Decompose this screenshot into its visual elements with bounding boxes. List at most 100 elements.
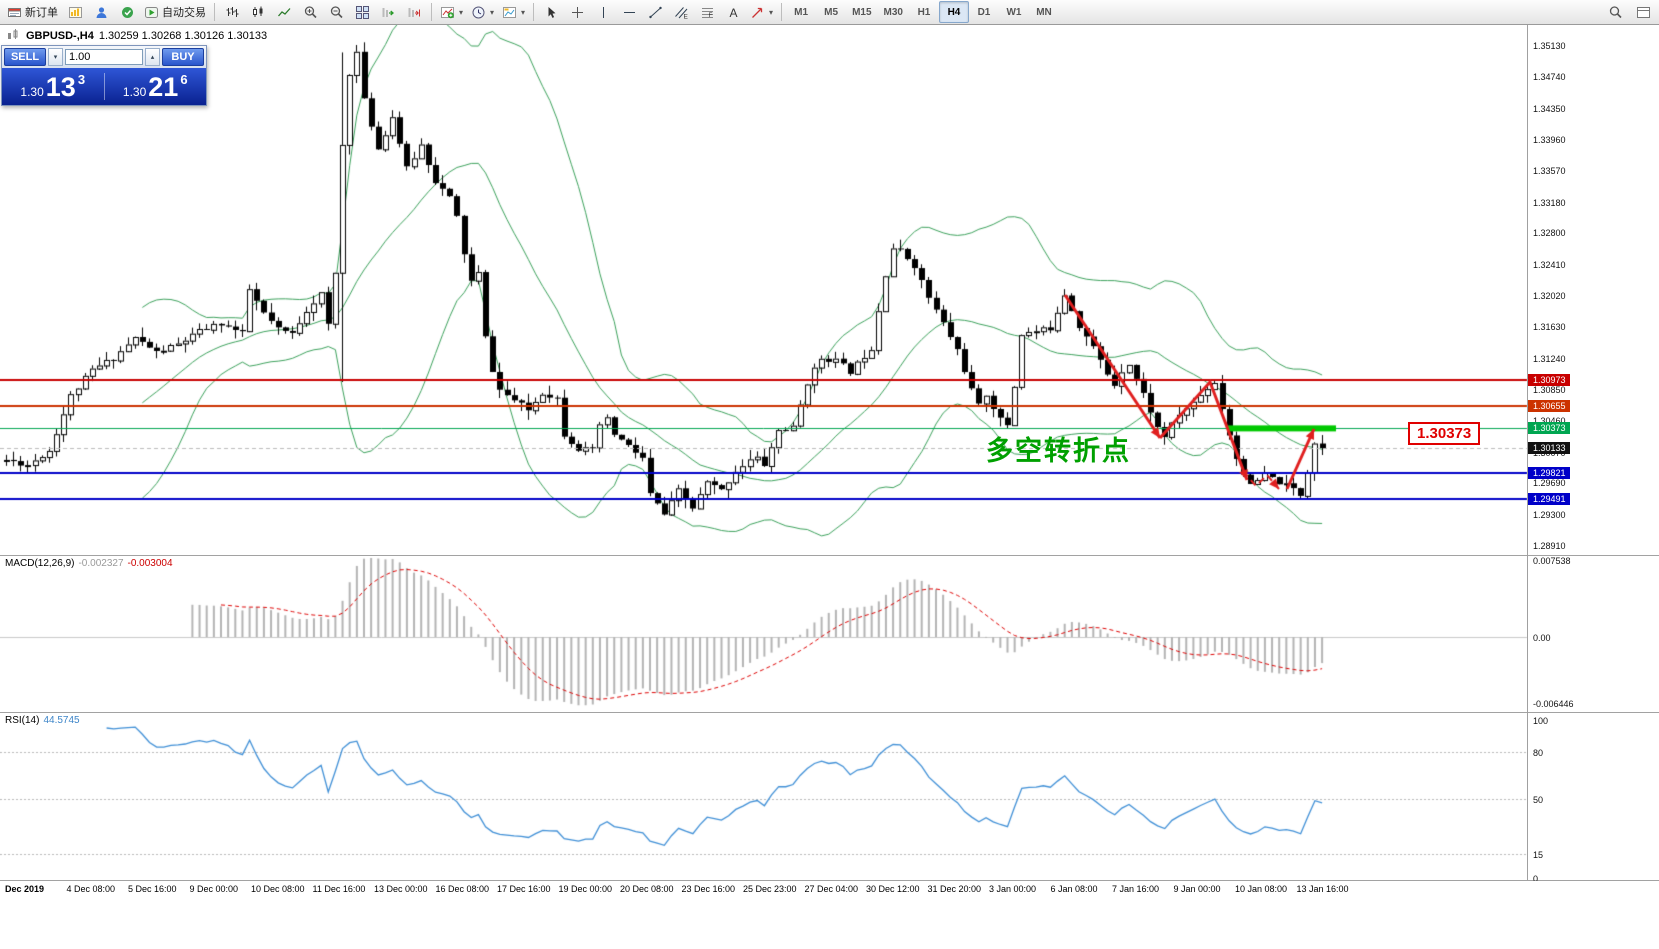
macd-scale-tick: -0.006446 [1533, 698, 1574, 709]
lot-size-input[interactable] [65, 49, 143, 65]
buy-price-display[interactable]: 1.30 21 6 [105, 68, 207, 105]
trendline-tool-button[interactable] [642, 1, 668, 23]
indicators-icon [440, 5, 455, 20]
fibo-icon: F [700, 5, 715, 20]
zoom-out-button[interactable] [323, 1, 349, 23]
price-tick: 1.28910 [1533, 541, 1566, 551]
sell-price-big: 13 [45, 72, 76, 102]
indicators-button[interactable]: ▾ [436, 1, 467, 23]
lot-increase-button[interactable]: ▴ [145, 48, 160, 66]
lot-decrease-button[interactable]: ▾ [48, 48, 63, 66]
timeframe-m30[interactable]: M30 [883, 6, 903, 18]
timeframe-m15[interactable]: M15 [852, 6, 872, 18]
tile-windows-button[interactable] [349, 1, 375, 23]
price-level-badge: 1.29821 [1528, 466, 1570, 479]
timeframe-h1[interactable]: H1 [917, 6, 931, 18]
price-tick: 1.32020 [1533, 291, 1566, 301]
timeframe-d1[interactable]: D1 [977, 6, 991, 18]
rsi-name: RSI(14) [5, 715, 40, 726]
line-type-icon [277, 5, 292, 20]
price-tick: 1.33960 [1533, 135, 1566, 146]
new-chart-icon [68, 5, 83, 20]
zoom-out-icon [329, 5, 344, 20]
vertical-line-tool-button[interactable] [590, 1, 616, 23]
new-chart-button[interactable] [62, 1, 88, 23]
rsi-scale-tick: 50 [1533, 795, 1544, 805]
trendline-icon [648, 5, 663, 20]
zoom-in-button[interactable] [297, 1, 323, 23]
horizontal-line-tool-button[interactable] [616, 1, 642, 23]
price-divider [103, 73, 105, 100]
time-tick-label: 7 Jan 16:00 [1112, 884, 1160, 894]
time-axis[interactable]: Dec 2019 4 Dec 08:00 5 Dec 16:00 9 Dec 00:0… [0, 881, 1659, 949]
time-tick-label: 20 Dec 08:00 [620, 884, 674, 894]
toolbar-separator [431, 3, 432, 21]
text-tool-button[interactable]: A [720, 1, 746, 23]
rsi-panel-canvas[interactable] [0, 712, 1659, 880]
chart-symbol-period: GBPUSD-,H4 [26, 29, 94, 42]
dropdown-caret-icon: ▾ [521, 7, 526, 17]
periods-button[interactable]: ▾ [467, 1, 498, 23]
cursor-tool-button[interactable] [538, 1, 564, 23]
dropdown-caret-icon: ▾ [459, 7, 464, 17]
main-chart-canvas[interactable] [0, 25, 1659, 555]
metaeditor-button[interactable] [114, 1, 140, 23]
svg-text:E: E [683, 13, 688, 20]
timeframe-h4[interactable]: H4 [938, 1, 969, 23]
candles-chart-button[interactable] [245, 1, 271, 23]
svg-text:F: F [708, 12, 712, 19]
price-level-badge: 1.30973 [1528, 374, 1570, 387]
autotrading-icon [144, 5, 159, 20]
toolbar-separator [214, 3, 215, 21]
channel-tool-button[interactable]: E [668, 1, 694, 23]
line-chart-button[interactable] [271, 1, 297, 23]
buy-button[interactable]: BUY [162, 48, 204, 66]
price-tick: 1.29300 [1533, 509, 1566, 520]
price-axis[interactable]: 1.35130 1.34740 1.34350 1.33960 1.33570 1.331… [1527, 25, 1659, 884]
candles-type-icon [251, 5, 266, 20]
auto-scroll-icon [381, 5, 396, 20]
sell-price-prefix: 1.30 [20, 85, 44, 99]
time-tick-label: 5 Dec 16:00 [128, 884, 177, 894]
sell-button[interactable]: SELL [4, 48, 46, 66]
timeframe-mn[interactable]: MN [1036, 6, 1052, 18]
layout-icon [1636, 5, 1651, 20]
arrows-tool-button[interactable]: ▾ [746, 1, 777, 23]
axis-separator [0, 880, 1659, 881]
bars-type-icon [225, 5, 240, 20]
time-tick-label: 16 Dec 08:00 [435, 884, 490, 894]
sell-price-display[interactable]: 1.30 13 3 [2, 68, 104, 105]
panel-separator[interactable] [0, 712, 1659, 713]
toolbar-separator [533, 3, 535, 21]
panel-separator[interactable] [0, 555, 1659, 556]
price-level-badge: 1.30655 [1528, 399, 1570, 412]
crosshair-tool-button[interactable] [564, 1, 590, 23]
tile-windows-icon [355, 5, 370, 20]
toolbar-separator [781, 3, 783, 21]
timeframe-w1[interactable]: W1 [1006, 6, 1022, 18]
search-button[interactable] [1602, 1, 1628, 23]
search-icon [1608, 5, 1623, 20]
timeframe-m5[interactable]: M5 [824, 6, 839, 18]
chart-shift-button[interactable] [401, 1, 427, 23]
templates-button[interactable]: ▾ [498, 1, 529, 23]
price-tick: 1.31630 [1533, 322, 1566, 333]
sell-price-sup: 3 [77, 72, 86, 87]
time-tick-label: 10 Jan 08:00 [1235, 884, 1288, 894]
time-tick-label: 13 Jan 16:00 [1296, 884, 1349, 894]
macd-label: MACD(12,26,9) -0.002327 -0.003004 [5, 558, 173, 569]
autotrading-button[interactable]: 自动交易 [140, 1, 210, 23]
time-tick-label: 17 Dec 16:00 [497, 884, 551, 894]
new-order-button[interactable]: 新订单 [3, 1, 62, 23]
auto-scroll-button[interactable] [375, 1, 401, 23]
chart-shift-icon [407, 5, 422, 20]
macd-panel-canvas[interactable] [0, 555, 1659, 712]
fibonacci-tool-button[interactable]: F [694, 1, 720, 23]
profiles-button[interactable] [88, 1, 114, 23]
text-tool-icon: A [726, 5, 741, 20]
bars-chart-button[interactable] [219, 1, 245, 23]
layout-button[interactable] [1630, 1, 1656, 23]
timeframe-m1[interactable]: M1 [794, 6, 809, 18]
autotrading-button-label: 自动交易 [162, 7, 206, 19]
time-tick-label: 13 Dec 00:00 [374, 884, 428, 894]
